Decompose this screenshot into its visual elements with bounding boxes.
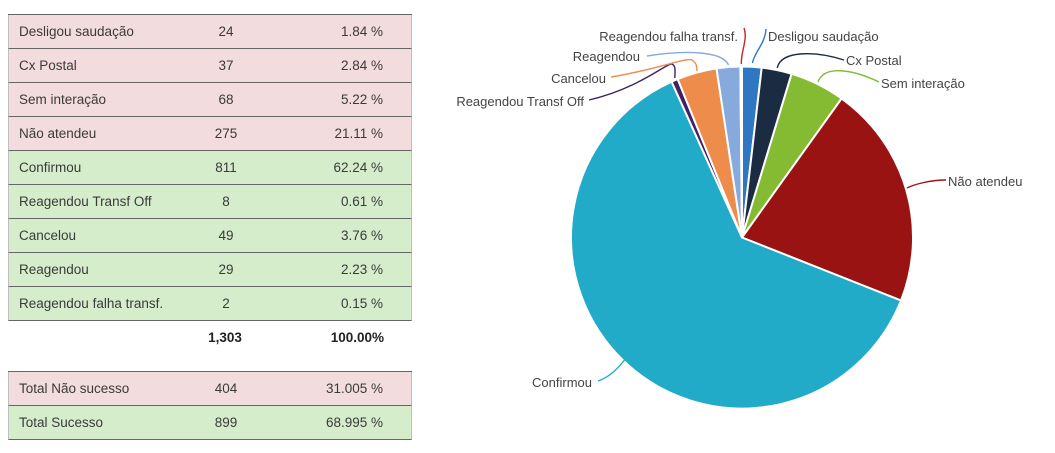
pie-slice-n-o-atendeu[interactable] xyxy=(741,97,915,302)
table-row: Desligou saudação 24 1.84 % xyxy=(8,15,412,49)
table-row: Sem interação 68 5.22 % xyxy=(8,83,412,117)
pie-label-reagendou-transf-off: Reagendou Transf Off xyxy=(456,94,584,109)
pie-label-cancelou: Cancelou xyxy=(551,71,606,86)
pie-label-reagendou-falha-transf-: Reagendou falha transf. xyxy=(599,29,738,44)
row-percent: 2.23 % xyxy=(340,262,383,277)
pie-label-cx-postal: Cx Postal xyxy=(846,53,902,68)
leader-line-cancelou xyxy=(610,58,698,78)
table-row: Não atendeu 275 21.11 % xyxy=(8,117,412,151)
row-value: 49 xyxy=(218,228,234,243)
pie-label-reagendou: Reagendou xyxy=(572,49,640,64)
row-value: 37 xyxy=(218,58,234,73)
row-label: Não atendeu xyxy=(19,126,97,141)
pie-slice-reagendou-falha-transf-[interactable] xyxy=(739,65,743,239)
row-percent: 5.22 % xyxy=(340,92,383,107)
leader-line-reagendou-falha-transf- xyxy=(740,27,746,65)
leader-line-desligou-sauda-o xyxy=(751,28,767,64)
leader-line-cx-postal xyxy=(776,53,845,69)
row-percent: 21.11 % xyxy=(334,126,383,141)
table-row: Total Sucesso 899 68.995 % xyxy=(8,406,412,440)
row-label: Sem interação xyxy=(19,92,107,107)
row-label: Reagendou xyxy=(19,262,89,277)
leader-line-reagendou xyxy=(646,51,730,66)
row-label: Cancelou xyxy=(19,228,77,243)
row-value: 29 xyxy=(218,262,234,277)
table-row: Reagendou Transf Off 8 0.61 % xyxy=(8,185,412,219)
row-percent: 0.61 % xyxy=(340,194,383,209)
pie-chart xyxy=(570,27,947,410)
leader-line-reagendou-transf-off xyxy=(588,63,676,101)
row-label: Cx Postal xyxy=(19,58,77,73)
table-row: Cx Postal 37 2.84 % xyxy=(8,49,412,83)
row-label: Total Não sucesso xyxy=(19,381,130,396)
row-percent: 1.84 % xyxy=(340,24,383,39)
row-percent: 0.15 % xyxy=(340,296,383,311)
totals-row: 1,303 100.00% xyxy=(8,321,412,353)
row-value: 68 xyxy=(218,92,234,107)
row-percent: 68.995 % xyxy=(325,415,383,430)
row-value: 404 xyxy=(214,381,238,396)
row-percent: 2.84 % xyxy=(340,58,383,73)
pie-label-desligou-sauda-o: Desligou saudação xyxy=(768,29,879,44)
results-table: Desligou saudação 24 1.84 % Cx Postal 37… xyxy=(8,14,412,321)
table-row: Total Não sucesso 404 31.005 % xyxy=(8,372,412,406)
row-value: 811 xyxy=(215,160,237,175)
totals-value: 1,303 xyxy=(208,329,242,345)
leader-line-sem-intera-o xyxy=(817,70,880,83)
row-label: Confirmou xyxy=(19,160,82,175)
pie-label-n-o-atendeu: Não atendeu xyxy=(948,174,1023,189)
row-label: Total Sucesso xyxy=(19,415,104,430)
leader-line-confirmou xyxy=(597,359,626,382)
table-row: Reagendou falha transf. 2 0.15 % xyxy=(8,287,412,321)
row-value: 275 xyxy=(214,126,238,141)
row-label: Reagendou Transf Off xyxy=(19,194,152,209)
row-label: Reagendou falha transf. xyxy=(19,296,164,311)
table-row: Reagendou 29 2.23 % xyxy=(8,253,412,287)
pie-label-sem-intera-o: Sem interação xyxy=(881,76,965,91)
row-value: 2 xyxy=(222,296,230,311)
leader-line-n-o-atendeu xyxy=(906,179,947,189)
row-percent: 62.24 % xyxy=(333,160,383,175)
row-percent: 31.005 % xyxy=(325,381,383,396)
row-label: Desligou saudação xyxy=(19,24,134,39)
row-value: 899 xyxy=(214,415,238,430)
table-row: Cancelou 49 3.76 % xyxy=(8,219,412,253)
table-row: Confirmou 811 62.24 % xyxy=(8,151,412,185)
row-value: 8 xyxy=(222,194,230,209)
totals-percent: 100.00% xyxy=(330,329,384,345)
row-percent: 3.76 % xyxy=(340,228,383,243)
summary-table: Total Não sucesso 404 31.005 % Total Suc… xyxy=(8,371,412,440)
row-value: 24 xyxy=(218,24,234,39)
pie-label-confirmou: Confirmou xyxy=(532,375,592,390)
